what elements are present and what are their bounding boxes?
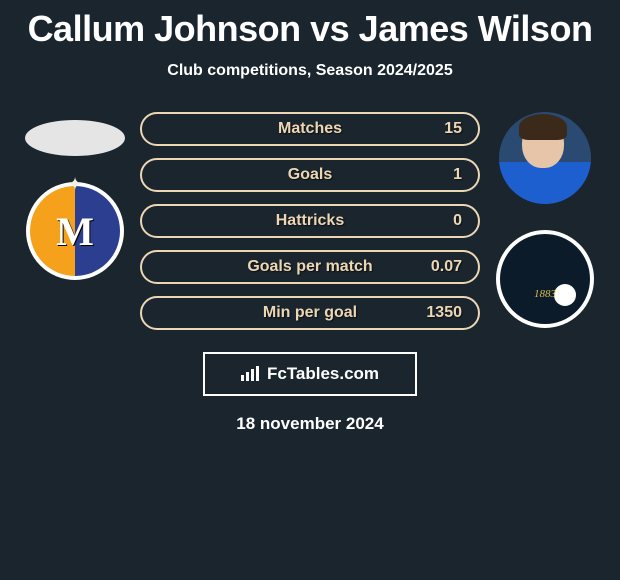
chart-icon: [241, 365, 261, 384]
stat-row-goals: Goals 1: [140, 158, 480, 192]
stat-row-goals-per-match: Goals per match 0.07: [140, 250, 480, 284]
stat-row-hattricks: Hattricks 0: [140, 204, 480, 238]
badge-letter: M: [56, 208, 94, 255]
vs-separator: vs: [310, 8, 349, 49]
stat-label: Hattricks: [142, 212, 478, 230]
date-text: 18 november 2024: [0, 414, 620, 434]
player-1-name: Callum Johnson: [28, 8, 301, 49]
footer-brand-box: FcTables.com: [203, 352, 417, 396]
player-2-photo: [499, 112, 591, 204]
player-1-photo-placeholder: [25, 120, 125, 156]
right-column: 1883: [490, 112, 600, 328]
content-row: ✦ M Matches 15 Goals 1 Hattricks 0 Goals…: [0, 112, 620, 330]
club-badge-bristol: 1883: [496, 230, 594, 328]
subtitle: Club competitions, Season 2024/2025: [0, 62, 620, 80]
stats-list: Matches 15 Goals 1 Hattricks 0 Goals per…: [140, 112, 480, 330]
stat-label: Goals per match: [142, 258, 478, 276]
page-title: Callum Johnson vs James Wilson: [0, 0, 620, 50]
stat-row-min-per-goal: Min per goal 1350: [140, 296, 480, 330]
hair-shape: [519, 114, 567, 140]
stat-label: Min per goal: [142, 304, 478, 322]
jersey-shape: [499, 162, 591, 204]
left-column: ✦ M: [20, 112, 130, 280]
stat-row-matches: Matches 15: [140, 112, 480, 146]
stat-label: Goals: [142, 166, 478, 184]
club-badge-mansfield: ✦ M: [26, 182, 124, 280]
footer-brand-text: FcTables.com: [267, 364, 379, 384]
stat-label: Matches: [142, 120, 478, 138]
badge-year: 1883: [534, 288, 556, 300]
ball-icon: [554, 284, 576, 306]
player-2-name: James Wilson: [359, 8, 593, 49]
stag-icon: ✦: [67, 174, 82, 195]
